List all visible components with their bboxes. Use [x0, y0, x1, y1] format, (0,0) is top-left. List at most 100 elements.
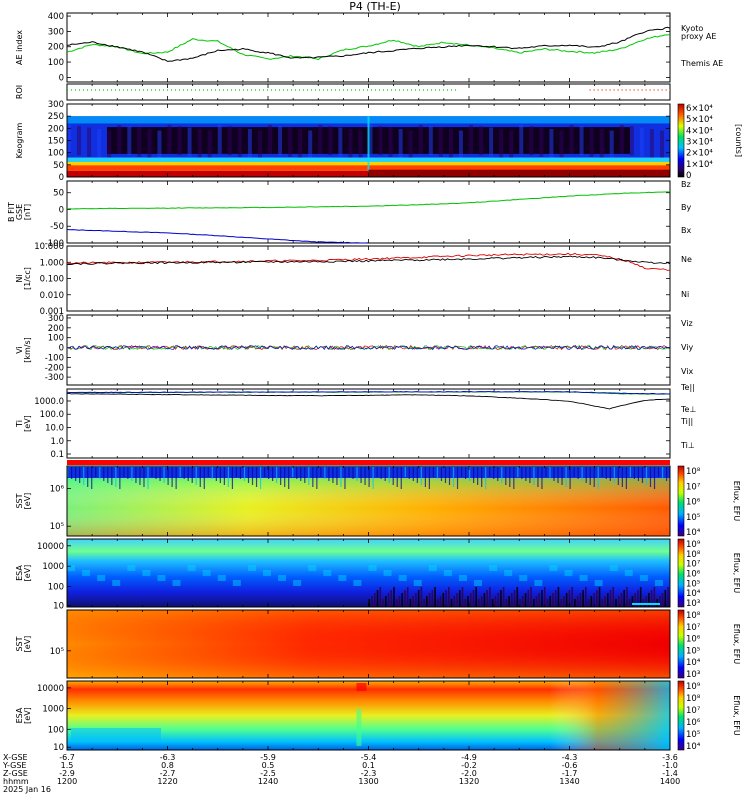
sst-e-strip-noise: [469, 467, 471, 481]
sst-e-strip-noise: [513, 467, 515, 489]
roi-panel-ylabel: ROI: [15, 85, 24, 99]
sst-e-strip-noise: [340, 467, 342, 487]
keogram-streak: [639, 127, 644, 157]
keogram-streak: [338, 127, 343, 157]
esa-e-noise: [593, 593, 595, 607]
sst-e-strip-noise: [107, 467, 109, 483]
ephemeris-value: -6.7: [59, 753, 75, 762]
sst-e-strip-noise: [243, 467, 246, 481]
temperature-panel-legend: Ti⊥: [680, 441, 695, 450]
esa-e-panel-ylabel: ESA: [15, 565, 24, 581]
keogram-streak: [207, 130, 212, 160]
density-panel-ytick-label: 1.000: [40, 258, 64, 268]
esa-i-feature: [356, 683, 367, 691]
esa-e-noise: [497, 593, 499, 607]
sst-i-panel-colorbar-tick: 10⁵: [686, 646, 700, 656]
sst-e-strip-noise: [477, 467, 479, 485]
density-panel-legend: Ni: [681, 290, 689, 299]
sst-i-panel-ylabel: [eV]: [23, 636, 32, 653]
keogram-colorbar-tick: 0: [686, 171, 691, 181]
sst-e-strip-noise: [633, 467, 636, 479]
keogram-panel-ytick-label: 250: [48, 112, 64, 122]
density-panel-ytick-label: 10.000: [34, 242, 64, 252]
keogram-streak: [398, 129, 403, 159]
ephemeris-value: 1400: [660, 777, 680, 786]
esa-i-panel-colorbar-tick: 10⁷: [686, 706, 701, 716]
esa-e-noise: [637, 590, 639, 607]
sst-e-strip-noise: [493, 467, 495, 479]
ephemeris-value: 1340: [559, 777, 579, 786]
keogram-streak: [127, 126, 132, 156]
sst-e-strip-noise: [227, 467, 229, 487]
keogram-top-empty: [67, 104, 670, 117]
sst-e-strip-noise: [336, 467, 338, 485]
esa-i-panel-colorbar-tick: 10⁴: [686, 742, 701, 752]
sst-e-strip-noise: [163, 467, 165, 483]
sst-e-strip-noise: [561, 467, 563, 485]
sst-e-strip-noise: [344, 467, 346, 489]
esa-e-noise: [576, 596, 579, 607]
sst-e-strip-noise: [416, 467, 418, 483]
sst-e-strip-noise: [312, 467, 314, 487]
sst-e-panel-ylabel: [eV]: [23, 493, 32, 510]
esa-e-noise: [437, 599, 439, 607]
keogram-streak: [67, 124, 71, 154]
sst-e-strip-noise: [380, 467, 382, 479]
sst-e-strip-noise: [641, 467, 644, 483]
keogram-streak: [117, 124, 122, 154]
esa-i-panel-ytick-label: 1000: [42, 705, 64, 715]
sst-e-strip-noise: [67, 467, 69, 477]
sst-i-panel-ytick-label: 10⁵: [50, 647, 64, 657]
velocity-panel-legend: Viz: [681, 319, 693, 328]
keogram-panel-ytick-label: 300: [48, 100, 64, 110]
esa-e-texture: [398, 575, 407, 581]
keogram-streak: [237, 127, 242, 157]
esa-i-panel-colorbar-label: Eflux, EFU: [732, 695, 741, 736]
esa-e-texture: [217, 575, 226, 581]
sst-e-strip-noise: [368, 467, 370, 487]
esa-e-noise: [574, 599, 576, 607]
esa-e-noise: [645, 596, 647, 607]
esa-e-texture: [443, 570, 452, 576]
sst-e-panel-colorbar-label: Eflux, EFU: [732, 481, 741, 522]
ae-panel-ytick-label: 0: [59, 73, 64, 83]
keogram-streak: [619, 124, 624, 154]
temperature-panel-frame: [66, 388, 671, 459]
esa-e-noise: [543, 587, 546, 607]
sst-e-strip-noise: [147, 467, 149, 489]
esa-e-noise: [409, 599, 412, 607]
esa-e-noise: [431, 590, 434, 607]
density-panel-ytick-label: 0.100: [40, 275, 64, 285]
esa-e-noise: [659, 596, 661, 607]
bfield-series-line: [66, 229, 369, 244]
keogram-streak: [609, 130, 614, 160]
sst-e-panel-colorbar: [677, 465, 685, 537]
bfield-panel-ytick-label: -100: [45, 239, 64, 249]
esa-e-noise: [401, 593, 403, 607]
sst-e-strip-noise: [284, 467, 286, 487]
esa-e-noise: [368, 599, 371, 607]
sst-e-strip-noise: [545, 467, 547, 477]
bfield-panel-frame: [66, 180, 671, 244]
esa-e-noise: [447, 587, 450, 607]
sst-i-panel-colorbar-label: Eflux, EFU: [732, 624, 741, 665]
keogram-streak: [479, 126, 484, 156]
ae-legend: Themis AE: [680, 59, 723, 68]
esa-e-noise: [549, 596, 551, 607]
ephemeris-value: 1320: [459, 777, 479, 786]
esa-e-noise: [489, 587, 491, 607]
sst-e-strip-noise: [621, 467, 623, 487]
keogram-streak: [378, 126, 383, 156]
sst-e-strip-noise: [259, 467, 262, 489]
bfield-panel-legend: Bz: [681, 180, 691, 189]
ephemeris-value: 1200: [57, 777, 77, 786]
esa-e-noise: [530, 587, 532, 607]
sst-e-strip-noise: [577, 467, 579, 479]
esa-e-texture: [308, 565, 317, 571]
sst-e-strip-noise: [203, 467, 205, 489]
esa-e-noise: [538, 593, 541, 607]
keogram-streak: [408, 130, 413, 160]
sst-e-strip-noise: [199, 467, 201, 487]
esa-e-texture: [338, 575, 347, 581]
esa-e-noise: [390, 590, 393, 607]
